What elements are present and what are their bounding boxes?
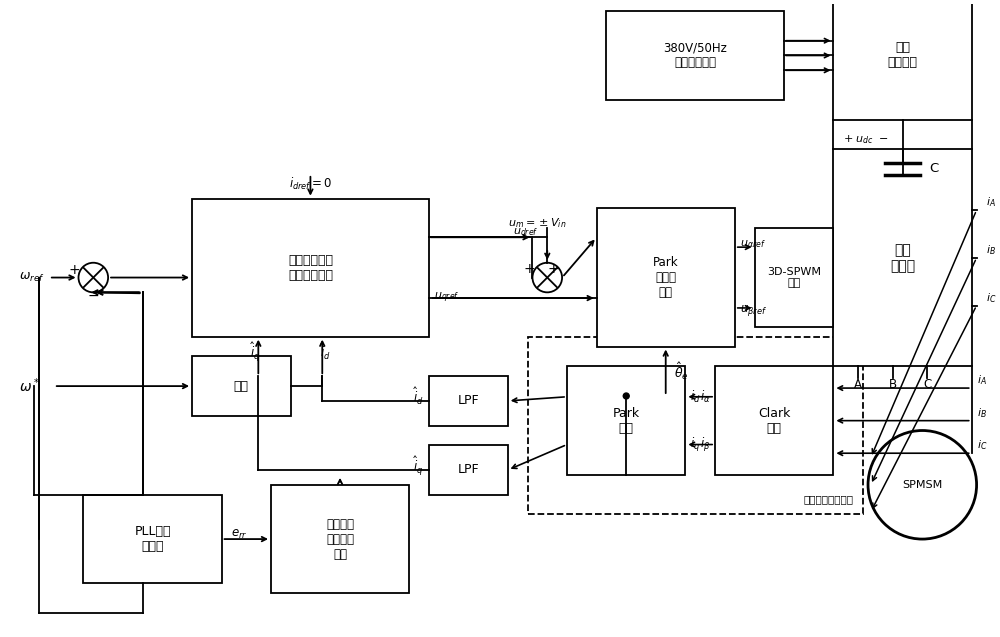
Text: +: + [524, 262, 535, 276]
Text: +: + [69, 262, 80, 276]
Text: LPF: LPF [458, 464, 479, 476]
Text: 软切换无源转
速电流调节器: 软切换无源转 速电流调节器 [288, 254, 333, 282]
Text: $i_\beta$: $i_\beta$ [700, 436, 710, 454]
FancyBboxPatch shape [192, 357, 291, 416]
Text: SPMSM: SPMSM [902, 480, 942, 490]
Text: $u_{qref}$: $u_{qref}$ [434, 291, 459, 305]
Text: $i_q$: $i_q$ [690, 436, 701, 454]
FancyBboxPatch shape [715, 366, 833, 475]
FancyBboxPatch shape [755, 228, 833, 327]
Text: C: C [923, 378, 931, 390]
Text: $e_{rr}$: $e_{rr}$ [231, 527, 248, 541]
Text: 三相
不控整流: 三相 不控整流 [888, 41, 918, 69]
Text: $\hat{i}_q$: $\hat{i}_q$ [250, 340, 261, 363]
Text: 3D-SPWM
调制: 3D-SPWM 调制 [767, 267, 821, 289]
Text: $i_d$: $i_d$ [690, 389, 701, 404]
Text: $u_{\beta ref}$: $u_{\beta ref}$ [740, 303, 767, 318]
Text: $i_A$: $i_A$ [977, 373, 986, 387]
Text: +: + [547, 262, 559, 276]
Text: $i_\alpha$: $i_\alpha$ [700, 389, 710, 404]
FancyBboxPatch shape [567, 366, 685, 475]
Text: 380V/50Hz
三相交流电源: 380V/50Hz 三相交流电源 [663, 41, 727, 69]
FancyBboxPatch shape [271, 485, 409, 593]
FancyBboxPatch shape [192, 199, 429, 337]
Text: Park
逆变换
单元: Park 逆变换 单元 [653, 256, 679, 299]
FancyBboxPatch shape [833, 149, 972, 366]
Text: $i_B$: $i_B$ [977, 406, 987, 420]
Circle shape [623, 393, 629, 399]
FancyBboxPatch shape [606, 11, 784, 100]
FancyBboxPatch shape [429, 376, 508, 426]
FancyBboxPatch shape [833, 0, 972, 120]
Text: −: − [87, 289, 99, 303]
Text: $\hat{\theta}_e$: $\hat{\theta}_e$ [674, 361, 688, 382]
Text: 高频响应
信号分离
单元: 高频响应 信号分离 单元 [326, 518, 354, 561]
FancyBboxPatch shape [83, 495, 222, 583]
Text: $i_C$: $i_C$ [986, 290, 997, 304]
Text: $i_{dref}=0$: $i_{dref}=0$ [289, 176, 332, 192]
Text: Park
变换: Park 变换 [613, 406, 640, 434]
Text: $u_{\alpha ref}$: $u_{\alpha ref}$ [740, 238, 766, 250]
Text: $u_{dref}$: $u_{dref}$ [513, 226, 538, 238]
Text: B: B [889, 378, 897, 390]
Text: PLL速度
观测器: PLL速度 观测器 [134, 525, 171, 553]
Text: LPF: LPF [458, 394, 479, 408]
Text: 第一坐标变换单元: 第一坐标变换单元 [803, 494, 853, 505]
Text: $\omega_{ref}$: $\omega_{ref}$ [19, 271, 45, 284]
Text: Clark
变换: Clark 变换 [758, 406, 790, 434]
Text: C: C [930, 162, 939, 175]
Text: 积分: 积分 [234, 380, 249, 392]
Text: $+\ u_{dc}\ -$: $+\ u_{dc}\ -$ [843, 133, 889, 146]
Text: $\hat{i}_d$: $\hat{i}_d$ [413, 385, 424, 406]
FancyBboxPatch shape [597, 208, 735, 347]
Text: A: A [854, 378, 862, 390]
Text: $\omega^*$: $\omega^*$ [19, 377, 40, 396]
Text: $i_C$: $i_C$ [977, 438, 987, 452]
Text: $\hat{i}_d$: $\hat{i}_d$ [320, 341, 331, 362]
Text: 三相
逆变器: 三相 逆变器 [890, 243, 915, 273]
Text: $u_m=\pm V_{in}$: $u_m=\pm V_{in}$ [508, 217, 567, 230]
Text: $\hat{i}_q$: $\hat{i}_q$ [413, 454, 424, 476]
Text: $i_A$: $i_A$ [986, 196, 996, 209]
FancyBboxPatch shape [429, 445, 508, 495]
Text: $i_B$: $i_B$ [986, 243, 996, 257]
